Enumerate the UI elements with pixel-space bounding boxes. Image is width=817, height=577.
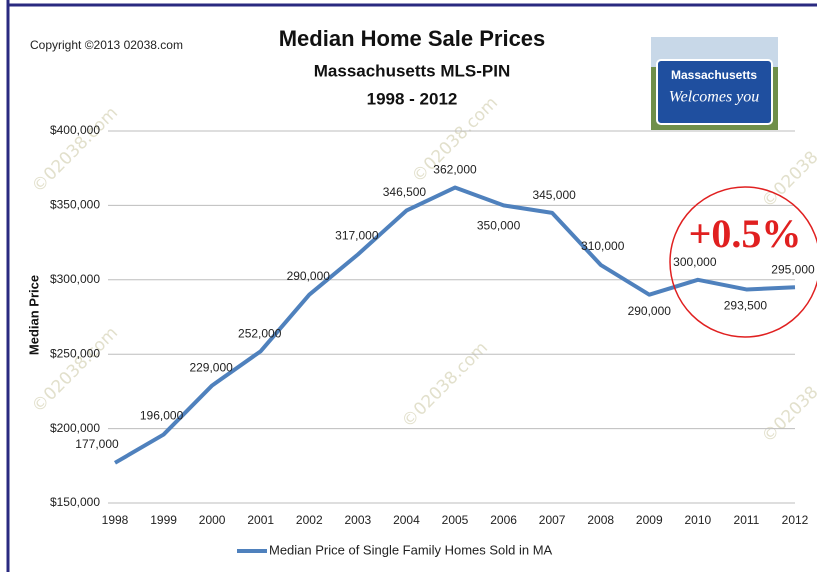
x-tick-label: 2001 (247, 513, 274, 527)
data-label: 310,000 (581, 239, 625, 253)
x-tick-label: 2005 (442, 513, 469, 527)
data-label: 196,000 (140, 409, 184, 423)
x-tick-label: 2009 (636, 513, 663, 527)
y-tick-label: $300,000 (50, 272, 100, 286)
data-label: 229,000 (189, 361, 233, 375)
y-tick-label: $200,000 (50, 421, 100, 435)
sign-text: Massachusetts (671, 68, 757, 82)
legend-label: Median Price of Single Family Homes Sold… (269, 542, 553, 557)
data-label: 295,000 (771, 262, 815, 276)
data-label: 293,500 (724, 299, 768, 313)
y-tick-label: $400,000 (50, 123, 100, 137)
x-tick-label: 2012 (782, 513, 809, 527)
sign-text: Welcomes you (669, 89, 760, 106)
x-tick-label: 2002 (296, 513, 323, 527)
data-label: 345,000 (532, 188, 576, 202)
chart-subtitle: 1998 - 2012 (367, 89, 458, 108)
x-tick-label: 2006 (490, 513, 517, 527)
chart-title: Median Home Sale Prices (279, 26, 546, 51)
data-label: 362,000 (433, 163, 477, 177)
x-tick-label: 2003 (345, 513, 372, 527)
chart: Copyright ©2013 02038.com Median Home Sa… (0, 0, 817, 572)
y-axis-title: Median Price (26, 275, 41, 355)
data-label: 252,000 (238, 326, 282, 340)
data-label: 300,000 (673, 255, 717, 269)
data-label: 350,000 (477, 219, 521, 233)
x-tick-label: 2011 (734, 513, 760, 527)
x-tick-label: 2000 (199, 513, 226, 527)
data-label: 290,000 (628, 304, 672, 318)
y-tick-label: $350,000 (50, 198, 100, 212)
x-tick-label: 2008 (587, 513, 614, 527)
sign-image: Massachusetts Welcomes you (651, 37, 778, 130)
x-tick-label: 1999 (150, 513, 177, 527)
chart-subtitle: Massachusetts MLS-PIN (314, 61, 511, 80)
data-label: 177,000 (75, 437, 119, 451)
annotation: +0.5% (689, 211, 802, 256)
data-label: 290,000 (287, 269, 331, 283)
x-tick-label: 2004 (393, 513, 420, 527)
y-tick-label: $150,000 (50, 495, 100, 509)
copyright: Copyright ©2013 02038.com (30, 38, 183, 52)
data-label: 346,500 (383, 185, 427, 199)
x-tick-label: 1998 (102, 513, 129, 527)
x-tick-label: 2007 (539, 513, 566, 527)
x-tick-label: 2010 (685, 513, 712, 527)
data-label: 317,000 (335, 229, 379, 243)
y-tick-label: $250,000 (50, 346, 100, 360)
